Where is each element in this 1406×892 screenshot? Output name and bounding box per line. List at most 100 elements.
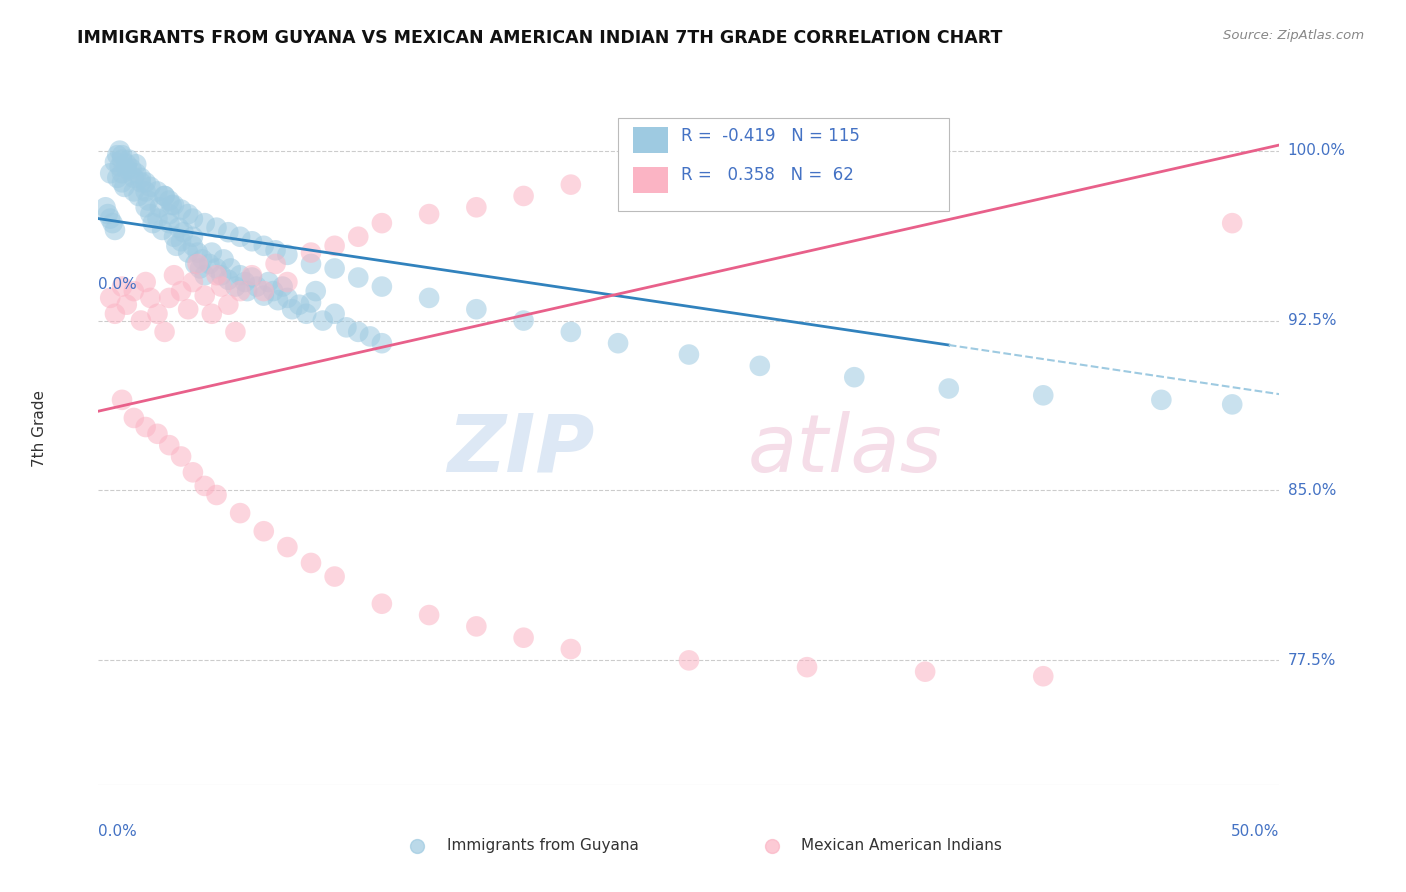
Point (170, 284, 193, 298)
Point (150, 223, 173, 237)
Point (135, 200, 157, 214)
Point (111, 175, 134, 189)
Point (288, 298, 311, 312)
Point (129, 175, 152, 189)
Text: 7th Grade: 7th Grade (32, 390, 46, 467)
Point (359, 329, 381, 343)
Point (418, 291, 440, 305)
Point (188, 261, 211, 276)
Point (418, 608, 440, 623)
Point (253, 524, 276, 539)
Point (146, 211, 169, 226)
Point (512, 189, 534, 203)
Point (1032, 669, 1054, 683)
Point (1220, 216, 1243, 230)
Text: 0.0%: 0.0% (98, 277, 138, 292)
Point (163, 229, 186, 244)
Point (229, 506, 252, 520)
Point (796, 660, 818, 674)
Point (160, 198, 183, 212)
Point (276, 248, 298, 262)
Point (157, 207, 180, 221)
Point (264, 257, 287, 271)
Point (181, 211, 204, 226)
Point (678, 347, 700, 361)
FancyBboxPatch shape (619, 118, 949, 211)
Point (371, 597, 394, 611)
Point (181, 275, 204, 289)
Point (129, 313, 152, 327)
Point (146, 426, 169, 441)
Text: IMMIGRANTS FROM GUYANA VS MEXICAN AMERICAN INDIAN 7TH GRADE CORRELATION CHART: IMMIGRANTS FROM GUYANA VS MEXICAN AMERIC… (77, 29, 1002, 46)
Point (98, 211, 121, 226)
Point (217, 273, 239, 287)
Point (219, 261, 242, 276)
Point (240, 268, 263, 283)
Point (163, 198, 186, 212)
Point (139, 207, 162, 221)
Point (229, 229, 252, 244)
Point (170, 234, 193, 248)
Point (135, 175, 157, 189)
Point (181, 229, 204, 244)
Point (295, 307, 318, 321)
Text: 85.0%: 85.0% (1288, 483, 1336, 498)
Text: 92.5%: 92.5% (1288, 313, 1336, 328)
Point (194, 479, 217, 493)
Point (122, 170, 145, 185)
Point (115, 161, 138, 176)
Point (212, 252, 235, 267)
Point (276, 540, 298, 554)
Point (323, 239, 346, 253)
Point (205, 268, 228, 283)
Point (217, 225, 239, 239)
Point (560, 325, 582, 339)
Text: 100.0%: 100.0% (1288, 143, 1346, 158)
Point (257, 275, 280, 289)
Point (177, 245, 200, 260)
Point (347, 270, 370, 285)
Point (201, 245, 224, 260)
Point (177, 207, 200, 221)
Point (135, 420, 157, 434)
Point (236, 284, 259, 298)
Point (205, 488, 228, 502)
Point (181, 466, 204, 480)
Point (146, 307, 169, 321)
Point (125, 166, 148, 180)
Point (678, 166, 700, 180)
Point (914, 148, 936, 162)
Point (371, 279, 394, 293)
Point (1150, 392, 1173, 407)
Point (371, 336, 394, 351)
Text: R =   0.358   N =  62: R = 0.358 N = 62 (681, 166, 853, 184)
Text: R =  -0.419   N = 115: R = -0.419 N = 115 (681, 127, 859, 145)
Point (105, 170, 128, 185)
Point (191, 252, 214, 267)
Point (135, 185, 157, 199)
Text: 77.5%: 77.5% (1288, 653, 1336, 668)
Text: Source: ZipAtlas.com: Source: ZipAtlas.com (1223, 29, 1364, 42)
Point (111, 148, 134, 162)
Point (122, 185, 145, 199)
Point (233, 275, 256, 289)
Point (678, 653, 700, 667)
Point (104, 155, 127, 169)
Point (142, 216, 165, 230)
Point (253, 288, 276, 302)
Point (129, 170, 152, 185)
Point (98, 166, 121, 180)
Point (125, 157, 148, 171)
Point (299, 295, 322, 310)
Point (205, 220, 228, 235)
Point (167, 220, 190, 235)
Text: Mexican American Indians: Mexican American Indians (801, 838, 1002, 853)
Point (1220, 397, 1243, 411)
Point (97, 207, 120, 221)
Point (246, 279, 269, 293)
Point (198, 257, 221, 271)
Point (465, 200, 488, 214)
Point (115, 157, 138, 171)
Point (217, 298, 239, 312)
Point (264, 244, 287, 258)
